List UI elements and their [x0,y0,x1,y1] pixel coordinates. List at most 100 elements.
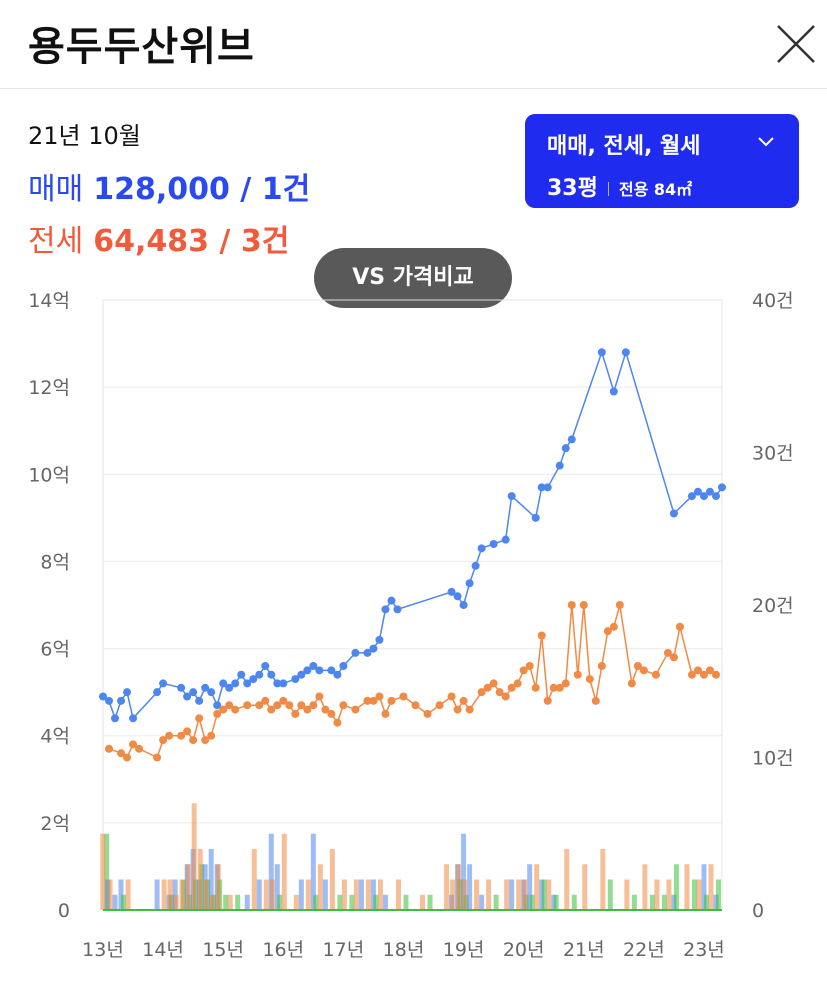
data-point-sale [315,666,324,675]
volume-bar-jeonse [474,879,480,910]
volume-bar-sale [479,894,485,910]
volume-bar-jeonse [125,879,131,910]
data-point-sale [123,688,132,697]
data-point-jeonse [129,740,138,749]
data-point-jeonse [639,666,648,675]
data-point-sale [393,605,402,614]
sale-summary: 매매 128,000 / 1건 [28,164,310,208]
data-point-jeonse [279,696,288,705]
data-point-jeonse [123,753,132,762]
volume-bar-jeonse [227,894,233,910]
data-point-sale [243,679,252,688]
data-point-sale [555,461,564,470]
data-point-sale [153,688,162,697]
volume-bar-monthly [121,894,127,910]
data-point-sale [327,666,336,675]
volume-bar-sale [208,849,214,910]
volume-bar-jeonse [708,864,714,910]
volume-bar-sale [298,879,304,910]
data-point-jeonse [561,679,570,688]
volume-bar-monthly [529,894,535,910]
filter-dropdown[interactable]: 매매, 전세, 월세 33평 전용 84㎡ [525,114,799,208]
y-left-tick-label: 2억 [40,813,70,835]
data-point-sale [249,675,258,684]
data-point-sale [363,648,372,657]
data-point-jeonse [519,666,528,675]
data-point-sale [225,683,234,692]
volume-bar-jeonse [269,879,275,910]
data-point-jeonse [381,709,390,718]
data-point-jeonse [711,670,720,679]
volume-bar-monthly [313,894,319,910]
volume-bar-sale [461,833,467,910]
filter-types-text: 매매, 전세, 월세 [547,134,701,159]
volume-bar-jeonse [377,879,383,910]
data-point-jeonse [183,727,192,736]
data-point-jeonse [573,670,582,679]
volume-bar-monthly [673,864,679,910]
volume-bar-jeonse [173,894,179,910]
data-point-sale [699,492,708,501]
volume-bar-monthly [571,894,577,910]
data-point-jeonse [195,714,204,723]
page-title: 용두두산위브 [28,24,255,70]
data-point-jeonse [477,688,486,697]
data-point-sale [189,688,198,697]
data-point-jeonse [543,696,552,705]
data-point-sale [129,714,138,723]
data-point-jeonse [225,701,234,710]
volume-bar-jeonse [654,879,660,910]
volume-bar-jeonse [197,849,203,910]
sale-value: 128,000 / 1건 [93,172,311,207]
data-point-jeonse [339,701,348,710]
data-point-jeonse [705,666,714,675]
volume-bar-jeonse [161,879,167,910]
data-point-sale [213,701,222,710]
data-point-sale [447,587,456,596]
data-point-jeonse [363,696,372,705]
data-point-jeonse [591,696,600,705]
data-point-sale [561,444,570,453]
y-left-tick-label: 0 [58,900,70,922]
volume-bar-jeonse [293,894,299,910]
data-point-sale [297,670,306,679]
y-right-tick-label: 40건 [752,290,794,312]
data-point-sale [477,544,486,553]
data-point-jeonse [531,683,540,692]
vs-compare-button[interactable]: VS 가격비교 [314,248,512,308]
volume-bar-jeonse [317,864,323,910]
y-right-tick-label: 10건 [752,748,794,770]
data-point-jeonse [243,701,252,710]
y-right-tick-label: 0 [752,900,764,922]
volume-bar-jeonse [365,879,371,910]
volume-bar-jeonse [564,849,570,910]
filter-types: 매매, 전세, 월세 [547,128,700,160]
data-point-sale [375,635,384,644]
data-point-jeonse [687,670,696,679]
data-point-sale [303,666,312,675]
volume-bar-jeonse [263,879,269,910]
data-point-jeonse [327,709,336,718]
y-left-tick-label: 14억 [28,290,70,312]
data-point-sale [507,492,516,501]
volume-bar-jeonse [486,879,492,910]
volume-bar-jeonse [420,894,426,910]
volume-bar-jeonse [215,864,221,910]
volume-bar-jeonse [450,879,456,910]
y-right-tick-label: 20건 [752,595,794,617]
data-point-sale [183,692,192,701]
x-tick-label: 18년 [383,939,425,961]
data-point-sale [693,487,702,496]
volume-bar-jeonse [167,879,173,910]
data-point-sale [381,605,390,614]
data-point-jeonse [507,683,516,692]
data-point-jeonse [549,683,558,692]
close-icon[interactable] [772,20,820,68]
data-point-jeonse [567,601,576,609]
volume-bar-jeonse [462,879,468,910]
data-point-jeonse [423,709,432,718]
volume-bar-sale [310,833,316,910]
volume-bar-jeonse [684,864,690,910]
data-point-sale [351,648,360,657]
volume-bar-jeonse [696,879,702,910]
